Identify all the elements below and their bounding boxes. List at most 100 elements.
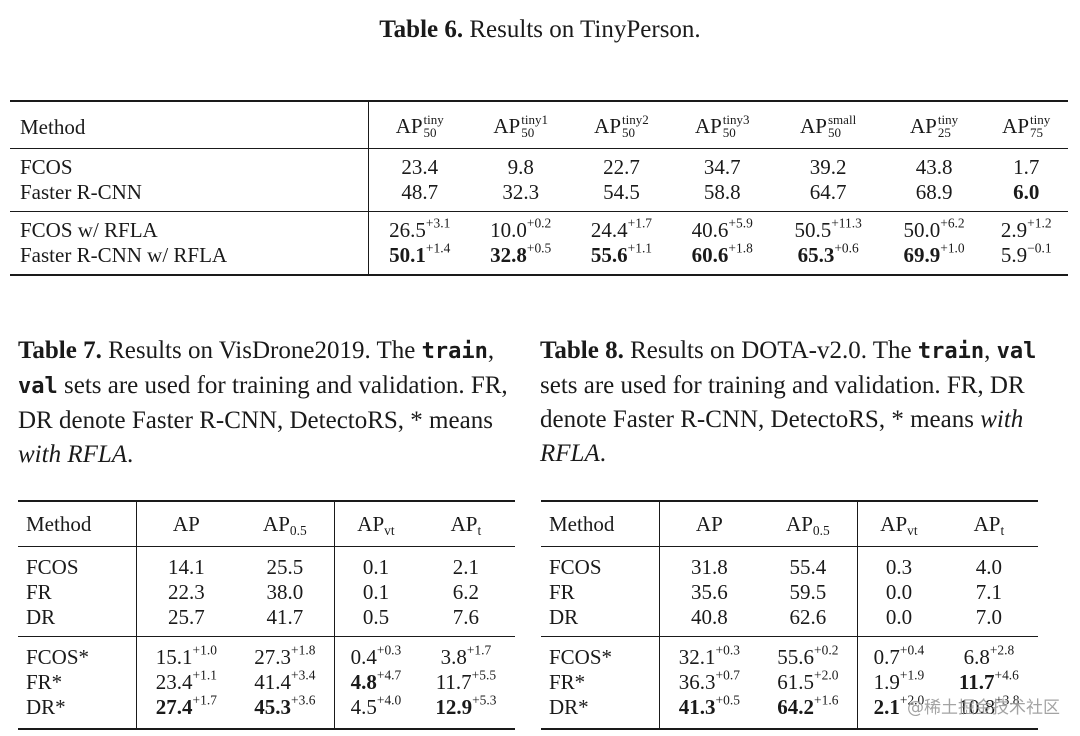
cell-value: 68.9	[915, 180, 953, 204]
watermark: @稀土掘金技术社区	[907, 698, 1060, 718]
cell-value: 43.8	[915, 155, 953, 179]
cell-value: 22.7	[603, 155, 640, 179]
value-cell: 59.5	[759, 580, 858, 605]
table8-caption-body: sets are used for training and validatio…	[540, 372, 1025, 433]
cell-value: 41.7	[266, 605, 304, 629]
method-name: DR	[18, 605, 137, 637]
cell-value: 36.3	[678, 670, 716, 694]
column-header: AP0.5	[235, 501, 335, 547]
header-base: AP	[910, 114, 937, 139]
value-cell: 36.3+0.7	[659, 668, 759, 695]
table7-label: Table 7.	[18, 337, 102, 364]
method-name: FCOS	[20, 155, 73, 179]
cell-value: 6.2	[452, 580, 479, 604]
cell-value: 26.5	[389, 218, 426, 242]
value-cell: 12.9+5.3	[417, 693, 515, 729]
cell-value: 61.5	[777, 670, 815, 694]
header-sub: vt	[384, 522, 395, 538]
cell-value: 0.0	[885, 605, 913, 629]
column-header: APt	[416, 501, 515, 547]
cell-delta: +11.3	[831, 215, 862, 231]
header-sub: 50	[722, 124, 736, 140]
cell-delta: +5.9	[728, 215, 753, 231]
cell-value: 0.4	[350, 645, 377, 669]
header-row: Method AP AP0.5 APvt APt	[541, 501, 1038, 547]
value-cell: 15.1+1.0	[136, 636, 236, 670]
cell-delta: +1.2	[1027, 215, 1052, 231]
value-cell: 7.0	[939, 605, 1038, 637]
cell-value: 23.4	[155, 670, 193, 694]
cell-delta: +0.4	[899, 642, 925, 658]
table7-train-token: train	[421, 339, 488, 364]
header-scripts: small 50	[828, 113, 856, 139]
value-cell: 2.1+2.0	[857, 693, 940, 729]
cell-value: 3.8	[440, 645, 467, 669]
header-sub: 50	[521, 124, 535, 140]
cell-value: 50.0	[903, 218, 941, 242]
cell-value: 27.3	[254, 645, 292, 669]
value-cell: 68.9	[883, 180, 985, 212]
header-sub: 75	[1030, 124, 1044, 140]
value-cell: 40.8	[659, 605, 759, 637]
header-base: AP	[172, 511, 200, 536]
header-sub: 50	[622, 124, 636, 140]
header-base: AP	[263, 511, 290, 536]
cell-value: 60.6	[691, 243, 729, 267]
header-base: AP	[786, 511, 813, 536]
cell-delta: +1.7	[627, 215, 653, 231]
cell-value: 25.5	[266, 555, 304, 579]
value-cell: 23.4	[368, 148, 471, 180]
cell-value: 6.0	[1013, 180, 1040, 204]
table8-val-token: val	[996, 339, 1037, 364]
cell-value: 1.7	[1013, 155, 1040, 179]
header-scripts: tiny1 50	[521, 113, 548, 140]
method-name: FR	[26, 580, 52, 604]
cell-value: 69.9	[903, 243, 941, 267]
value-cell: 6.2	[417, 580, 515, 605]
cell-value: 38.0	[266, 580, 304, 604]
value-cell: 32.3	[470, 180, 572, 212]
cell-value: 10.8	[958, 695, 996, 719]
column-header: AP	[136, 501, 236, 547]
column-header: AP0.5	[758, 501, 858, 547]
cell-value: 7.6	[452, 605, 479, 629]
cell-value: 35.6	[690, 580, 728, 604]
header-base: AP	[695, 511, 723, 536]
header-sub: 25	[937, 124, 951, 140]
cell-value: 0.5	[362, 605, 390, 629]
method-name: Faster R-CNN	[10, 180, 369, 212]
table7-caption-text: Results on VisDrone2019. The	[108, 337, 416, 364]
cell-value: 55.6	[590, 243, 628, 267]
value-cell: 64.2+1.6	[759, 692, 858, 729]
table7-caption-body: sets are used for training and validatio…	[18, 372, 508, 434]
header-base: AP	[694, 114, 722, 139]
table8-train-token: train	[917, 339, 985, 364]
table8-caption-emphasis: with RFLA	[540, 406, 1024, 467]
table-row: FCOS* 32.1+0.3 55.6+0.2 0.7+0.4 6.8+2.8	[541, 636, 1038, 671]
value-cell: 40.6+5.9	[672, 212, 773, 244]
value-cell: 64.7	[772, 180, 884, 212]
value-cell: 31.8	[659, 546, 759, 580]
table7-sep: ,	[487, 337, 495, 364]
cell-value: 40.6	[691, 218, 729, 242]
header-base: AP	[1002, 114, 1030, 139]
method-name: FCOS	[549, 555, 602, 579]
cell-delta: +1.4	[425, 240, 451, 256]
header-scripts: tiny 75	[1030, 113, 1050, 140]
table7-val-token: val	[18, 374, 58, 399]
table-row: FR* 23.4+1.1 41.4+3.4 4.8+4.7 11.7+5.5	[18, 668, 515, 695]
cell-delta: +6.2	[940, 215, 965, 231]
header-sup: tiny3	[722, 112, 750, 128]
table8-caption-end: .	[599, 440, 606, 467]
value-cell: 55.4	[759, 547, 858, 581]
cell-delta: +1.6	[814, 692, 839, 708]
value-cell: 50.1+1.4	[368, 240, 471, 275]
header-base: AP	[395, 114, 423, 139]
cell-value: 41.4	[254, 670, 292, 694]
header-sub: 0.5	[289, 522, 307, 538]
header-sub: vt	[907, 522, 918, 538]
cell-value: 24.4	[590, 218, 628, 242]
column-header: AP tiny3 50	[671, 101, 773, 149]
value-cell: 55.6+0.2	[759, 637, 858, 671]
method-header: Method	[10, 101, 369, 149]
